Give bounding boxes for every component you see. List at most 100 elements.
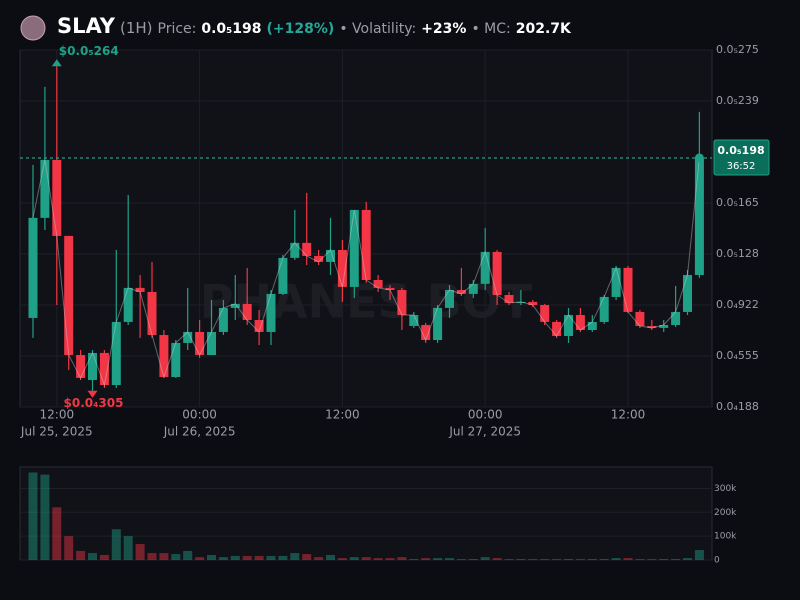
volume-bar bbox=[575, 559, 585, 560]
volume-bar bbox=[361, 557, 371, 560]
candle-body bbox=[64, 235, 74, 356]
change: (+128%) bbox=[266, 21, 335, 37]
candle-body bbox=[694, 157, 704, 275]
volume-bar bbox=[492, 558, 502, 560]
candle-body bbox=[337, 249, 347, 287]
candle-body bbox=[671, 311, 681, 326]
candle-body bbox=[135, 287, 145, 292]
candle-body bbox=[171, 342, 181, 377]
volume-bar bbox=[504, 559, 514, 560]
volume-bar bbox=[99, 554, 109, 560]
volume-bar bbox=[468, 559, 478, 560]
volume-bar bbox=[218, 557, 228, 560]
volume-bar bbox=[52, 507, 62, 560]
candle-body bbox=[683, 274, 692, 312]
volume-bar bbox=[171, 554, 181, 560]
volume-bar bbox=[397, 557, 407, 560]
y-tick-label: 0.0₄922 bbox=[716, 298, 759, 311]
volume-bar bbox=[611, 558, 621, 560]
volume-bar bbox=[242, 555, 252, 560]
y-tick-label: 0.0₄555 bbox=[716, 349, 759, 362]
volume-tick-label: 0 bbox=[714, 556, 720, 566]
volume-tick-label: 100k bbox=[714, 532, 737, 542]
candle-body bbox=[147, 291, 157, 336]
price-dot bbox=[694, 153, 704, 163]
candle-body bbox=[28, 217, 38, 318]
volume-bar bbox=[183, 550, 193, 560]
volatility: +23% bbox=[421, 21, 467, 37]
candle-body bbox=[456, 289, 466, 294]
candle-body bbox=[468, 283, 478, 294]
countdown: 36:52 bbox=[727, 161, 756, 172]
candle-body bbox=[635, 311, 645, 326]
candle-body bbox=[492, 251, 502, 295]
candle-body bbox=[623, 267, 633, 312]
volume-bar bbox=[64, 536, 74, 560]
y-tick-label: 0.0₄188 bbox=[716, 400, 759, 413]
volatility-label: • Volatility: bbox=[339, 21, 417, 37]
candle-body bbox=[385, 287, 395, 290]
price-badge bbox=[713, 139, 770, 176]
volume-bar bbox=[40, 474, 50, 560]
candle-body bbox=[528, 301, 538, 305]
interval: (1H) bbox=[119, 19, 153, 37]
candle-body bbox=[52, 159, 62, 236]
header: SLAY (1H) Price: 0.0₅198 (+128%) • Volat… bbox=[57, 14, 571, 38]
candle-body bbox=[564, 315, 573, 336]
volume-bar bbox=[254, 555, 264, 560]
volume-bar bbox=[111, 529, 121, 560]
mc-label: • MC: bbox=[471, 21, 511, 37]
y-tick-label: 0.0₅128 bbox=[716, 247, 759, 260]
volume-bar bbox=[445, 558, 454, 560]
candle-body bbox=[183, 331, 193, 343]
x-tick-label: 00:00 bbox=[182, 408, 217, 422]
x-date-label: Jul 27, 2025 bbox=[448, 425, 521, 439]
x-date-label: Jul 25, 2025 bbox=[20, 425, 93, 439]
volume-bar bbox=[302, 554, 312, 560]
market-cap: 202.7K bbox=[515, 21, 571, 37]
candle-body bbox=[290, 242, 300, 258]
volume-bar bbox=[409, 559, 419, 560]
candle-body bbox=[99, 352, 109, 386]
volume-bar bbox=[147, 553, 157, 560]
volume-bar bbox=[659, 559, 669, 560]
price-label: Price: bbox=[157, 21, 197, 37]
candle-body bbox=[480, 251, 490, 284]
candle-body bbox=[587, 321, 597, 331]
candle-body bbox=[230, 303, 240, 308]
volume-bar bbox=[587, 559, 597, 560]
low-label: $0.0₄305 bbox=[64, 396, 124, 410]
volume-tick-label: 300k bbox=[714, 484, 737, 494]
candle-body bbox=[349, 209, 359, 287]
volume-bar bbox=[433, 558, 443, 560]
volume-bar bbox=[647, 559, 657, 560]
candle-body bbox=[552, 321, 562, 336]
volume-bar bbox=[480, 557, 490, 560]
candle-body bbox=[445, 289, 454, 308]
close-line bbox=[32, 157, 700, 387]
volume-bar bbox=[314, 557, 324, 560]
token-icon bbox=[20, 15, 46, 41]
candle-body bbox=[575, 315, 585, 331]
volume-bar bbox=[456, 559, 466, 560]
candle-body bbox=[266, 293, 276, 332]
high-label: $0.0₅264 bbox=[59, 44, 119, 58]
y-tick-label: 0.0₅275 bbox=[716, 43, 759, 56]
candle-body bbox=[326, 249, 335, 262]
volume-bar bbox=[28, 472, 38, 560]
x-tick-label: 12:00 bbox=[325, 408, 360, 422]
volume-bar bbox=[694, 549, 704, 560]
volume-bar bbox=[290, 553, 300, 560]
volume-bar bbox=[528, 559, 538, 560]
volume-bar bbox=[683, 558, 692, 560]
candle-body bbox=[516, 301, 526, 303]
y-tick-label: 0.0₅239 bbox=[716, 94, 759, 107]
volume-bar bbox=[159, 553, 169, 560]
candle-body bbox=[88, 352, 97, 381]
candle-body bbox=[647, 325, 657, 328]
candle-body bbox=[433, 307, 443, 341]
volume-bar bbox=[635, 559, 645, 560]
candle-body bbox=[540, 305, 550, 322]
